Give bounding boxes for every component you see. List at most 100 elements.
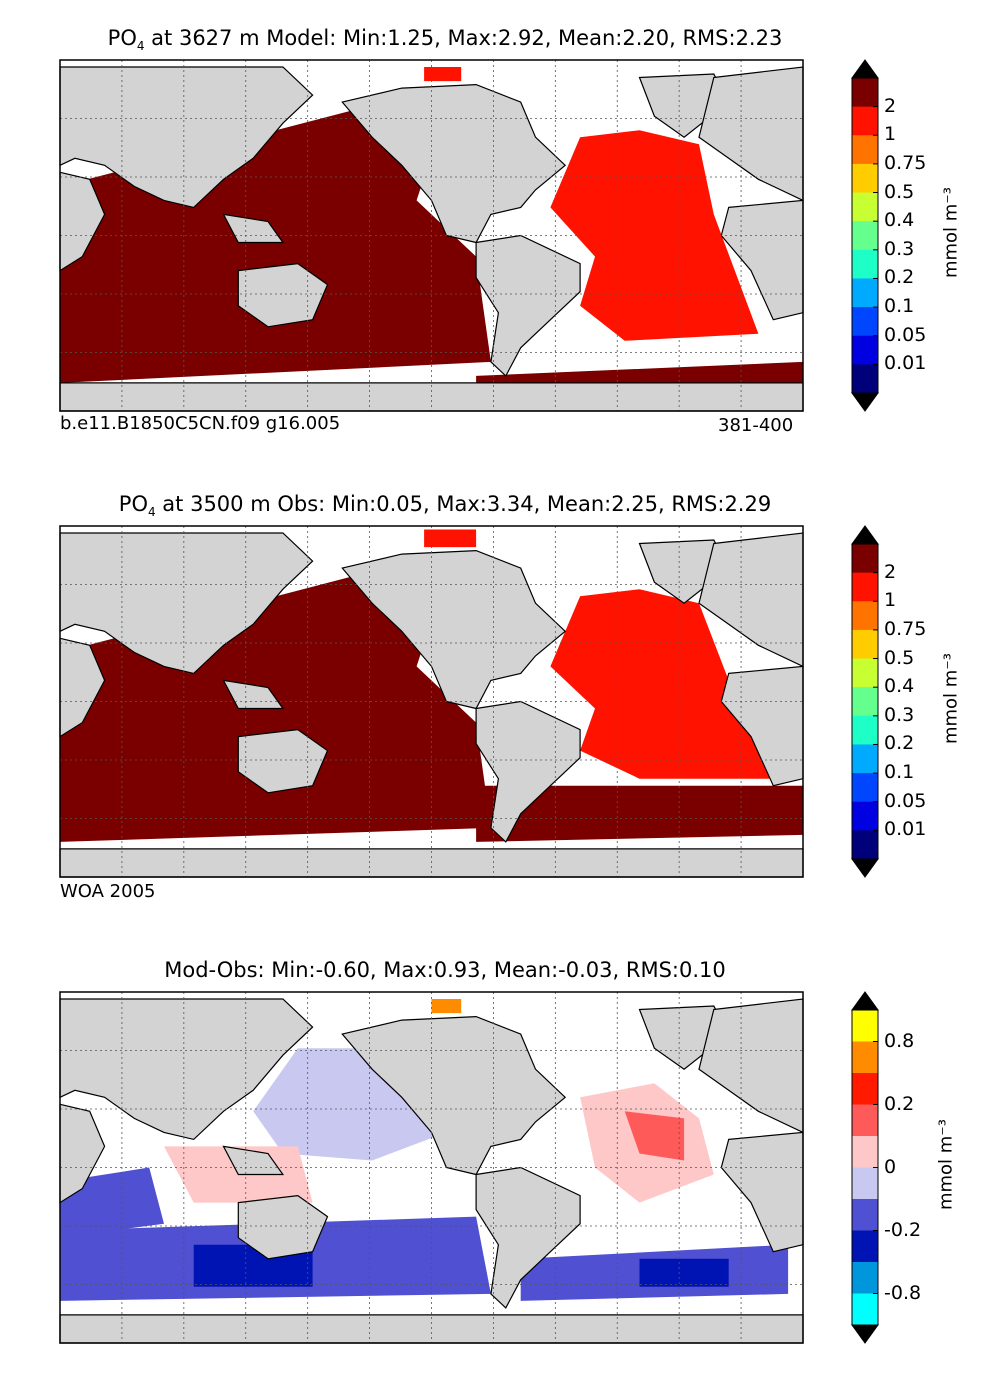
colorbar-tick-label: 0.75 — [884, 151, 927, 174]
ocean-data-patch — [639, 1258, 729, 1287]
colorbar-swatch — [852, 1262, 878, 1294]
land-mass — [475, 700, 581, 843]
ocean-data-patch — [476, 785, 803, 842]
land-mass — [237, 262, 329, 328]
colorbar-unit-label-obs: mmol m⁻³ — [940, 652, 962, 745]
colorbar-tick-label: 0.05 — [884, 323, 927, 346]
colorbar-extend-bottom — [851, 392, 879, 412]
colorbar-swatch — [852, 1136, 878, 1168]
colorbar-swatch — [852, 163, 878, 194]
colorbar-tick-label: 0.75 — [884, 617, 927, 640]
map-frame — [59, 525, 804, 878]
colorbar-tick-label: 0.4 — [884, 675, 915, 698]
land-mass — [59, 998, 314, 1141]
colorbar-swatch — [852, 192, 878, 222]
colorbar-swatch — [852, 307, 878, 337]
land-mass — [59, 532, 314, 675]
case-label: b.e11.B1850C5CN.f09 g16.005 — [60, 413, 341, 434]
colorbar-swatch — [852, 1230, 878, 1263]
colorbar-2 — [851, 991, 879, 1344]
map-panel-0 — [59, 59, 804, 412]
ocean-data-patch — [624, 1111, 685, 1161]
colorbar-extend-bottom — [851, 1324, 879, 1344]
colorbar-swatch — [852, 572, 878, 602]
colorbar-tick-label: 1 — [884, 589, 897, 612]
colorbar-tick-label: 0.5 — [884, 646, 915, 669]
colorbar-tick-label: 0 — [884, 1155, 897, 1178]
ocean-data-patch — [424, 67, 462, 82]
land-mass — [475, 234, 581, 377]
panel-title-diff: Mod-Obs: Min:-0.60, Max:0.93, Mean:-0.03… — [164, 958, 726, 982]
colorbar-swatch — [852, 715, 878, 745]
map-frame — [59, 991, 804, 1344]
colorbar-swatch — [852, 364, 878, 394]
colorbar-swatch — [852, 1073, 878, 1105]
colorbar-tick-label: -0.8 — [884, 1281, 922, 1304]
colorbar-tick-label: 2 — [884, 560, 897, 583]
panel-title-model: PO4 at 3627 m Model: Min:1.25, Max:2.92,… — [107, 26, 783, 54]
colorbar-swatch — [852, 658, 878, 688]
colorbar-swatch — [852, 801, 878, 831]
colorbar-swatch — [852, 830, 878, 860]
colorbar-swatch — [852, 221, 878, 251]
colorbar-tick-label: 0.2 — [884, 732, 915, 755]
colorbar-tick-label: 0.8 — [884, 1029, 915, 1052]
colorbar-tick-label: -0.2 — [884, 1218, 922, 1241]
colorbar-tick-label: 0.2 — [884, 266, 915, 289]
panel-title-obs: PO4 at 3500 m Obs: Min:0.05, Max:3.34, M… — [118, 492, 772, 520]
colorbar-extend-top — [851, 991, 879, 1011]
colorbar-tick-label: 2 — [884, 94, 897, 117]
colorbar-swatch — [852, 1041, 878, 1074]
colorbar-tick-label: 0.01 — [884, 818, 927, 841]
land-mass — [237, 1194, 329, 1260]
colorbar-extend-top — [851, 59, 879, 79]
colorbar-tick-label: 0.01 — [884, 352, 927, 375]
land-mass — [222, 1145, 285, 1176]
colorbar-tick-label: 0.3 — [884, 237, 915, 260]
land-mass — [59, 66, 314, 209]
colorbar-tick-label: 1 — [884, 123, 897, 146]
colorbar-swatch — [852, 773, 878, 803]
colorbar-tick-label: 0.2 — [884, 1092, 915, 1115]
obs-source-label: WOA 2005 — [60, 881, 156, 902]
map-frame — [59, 59, 804, 412]
colorbar-1 — [851, 525, 879, 878]
colorbar-tick-label: 0.4 — [884, 209, 915, 232]
colorbar-swatch — [852, 629, 878, 660]
colorbar-frame — [851, 543, 879, 860]
colorbar-swatch — [852, 687, 878, 717]
colorbar-swatch — [852, 1167, 878, 1200]
land-mass — [475, 1166, 581, 1309]
colorbar-extend-bottom — [851, 858, 879, 878]
colorbar-swatch — [852, 1199, 878, 1231]
colorbar-swatch — [852, 744, 878, 774]
colorbar-tick-label: 0.3 — [884, 703, 915, 726]
colorbar-swatch — [852, 78, 878, 108]
colorbar-swatch — [852, 1010, 878, 1042]
colorbar-unit-label-diff: mmol m⁻³ — [935, 1118, 957, 1211]
colorbar-swatch — [852, 278, 878, 308]
colorbar-swatch — [852, 1293, 878, 1326]
land-mass — [222, 679, 285, 710]
ocean-data-patch — [424, 529, 477, 548]
colorbar-tick-label: 0.5 — [884, 180, 915, 203]
colorbar-tick-label: 0.1 — [884, 295, 915, 318]
colorbar-tick-label: 0.05 — [884, 789, 927, 812]
colorbar-swatch — [852, 335, 878, 365]
map-panel-1 — [59, 525, 804, 878]
colorbar-swatch — [852, 106, 878, 136]
land-mass — [222, 213, 285, 244]
colorbar-swatch — [852, 601, 878, 631]
map-panel-2 — [59, 991, 804, 1344]
colorbar-extend-top — [851, 525, 879, 545]
colorbar-tick-label: 0.1 — [884, 761, 915, 784]
ocean-data-patch — [431, 999, 462, 1014]
colorbar-0 — [851, 59, 879, 412]
colorbar-swatch — [852, 135, 878, 165]
colorbar-frame — [851, 77, 879, 394]
colorbar-swatch — [852, 249, 878, 279]
years-label: 381-400 — [718, 415, 794, 436]
ocean-data-patch — [60, 1167, 164, 1238]
colorbar-unit-label-model: mmol m⁻³ — [940, 186, 962, 279]
